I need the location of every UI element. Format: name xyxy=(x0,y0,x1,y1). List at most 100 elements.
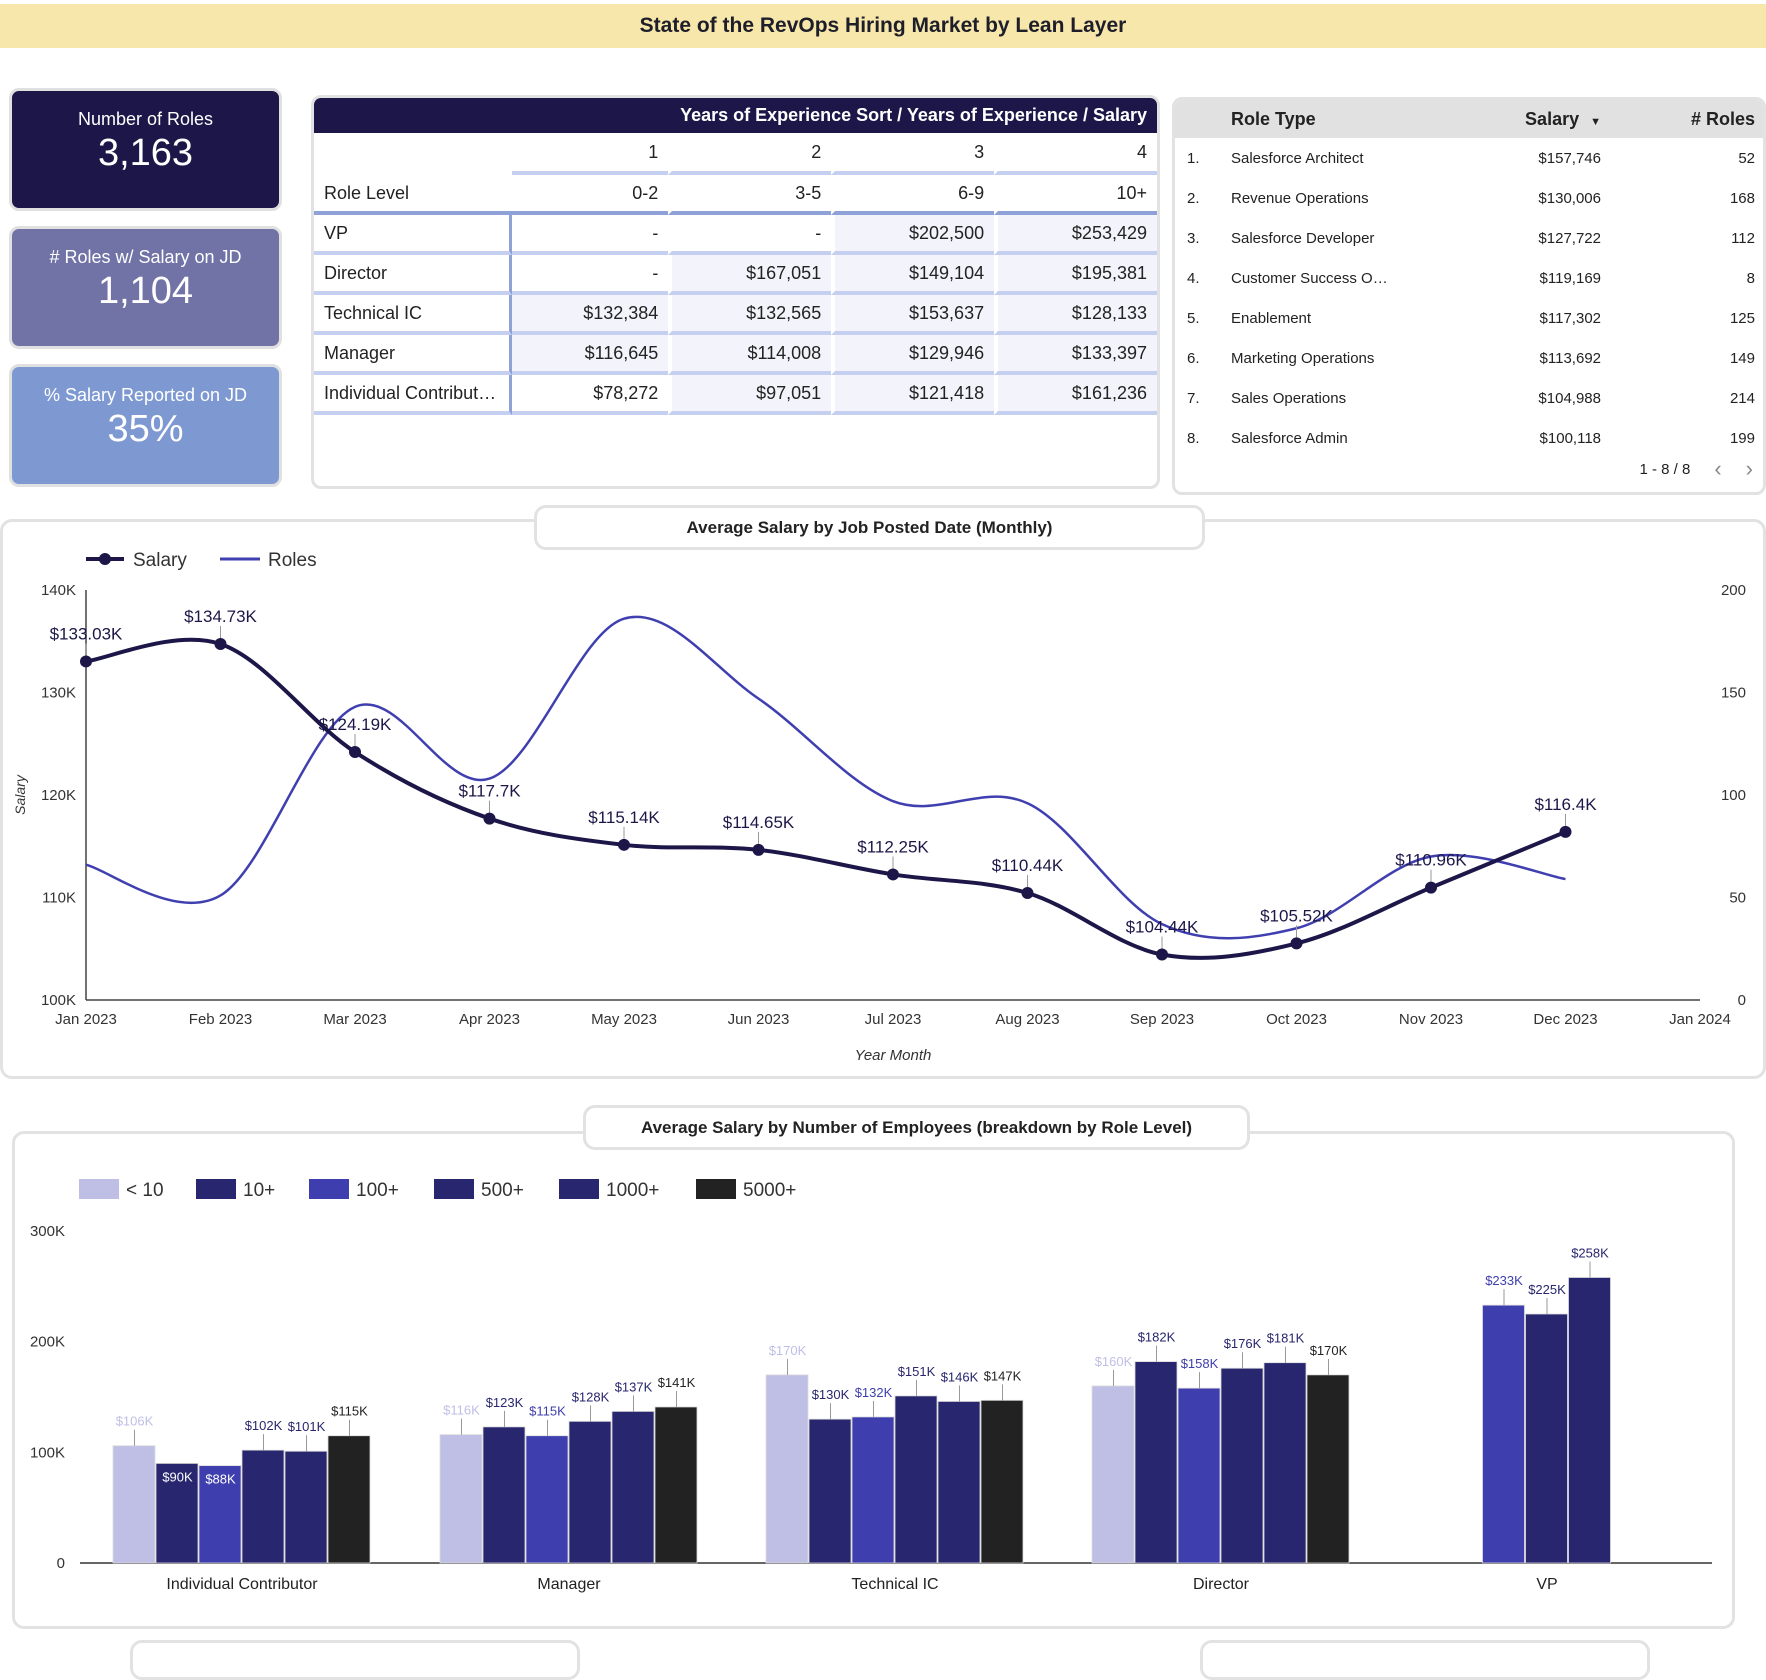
category-label: Manager xyxy=(537,1576,601,1593)
pivot-cell: $121,418 xyxy=(831,375,995,415)
y2-tick-label: 150 xyxy=(1721,685,1746,702)
salary-point xyxy=(1290,937,1303,950)
x-axis-title: Year Month xyxy=(855,1047,932,1064)
role-table-row[interactable]: 7. Sales Operations $104,988 214 xyxy=(1175,378,1763,418)
role-type: Marketing Operations xyxy=(1231,349,1375,367)
column-header-salary[interactable]: Salary ▼ xyxy=(1481,109,1601,130)
role-table-row[interactable]: 4. Customer Success O… $119,169 8 xyxy=(1175,258,1763,298)
bar xyxy=(112,1445,156,1564)
bar-data-label: $115K xyxy=(331,1404,368,1419)
row-number: 7. xyxy=(1187,389,1200,407)
row-number: 3. xyxy=(1187,229,1200,247)
pivot-cell: $132,384 xyxy=(512,295,669,335)
bar-chart-title: Average Salary by Number of Employees (b… xyxy=(583,1105,1250,1150)
kpi-roles-with-salary: # Roles w/ Salary on JD 1,104 xyxy=(9,226,282,349)
bar-data-label: $141K xyxy=(658,1375,696,1390)
legend-label: 500+ xyxy=(481,1180,524,1201)
category-label: Technical IC xyxy=(851,1576,938,1593)
pivot-cell: $132,565 xyxy=(668,295,832,335)
role-table-row[interactable]: 8. Salesforce Admin $100,118 199 xyxy=(1175,418,1763,458)
salary-point xyxy=(887,868,899,881)
pivot-cell: - xyxy=(668,215,832,255)
salary-line xyxy=(85,637,1567,960)
bar-data-label: $88K xyxy=(205,1472,236,1487)
salary-by-month-panel xyxy=(0,519,1766,1079)
bar xyxy=(482,1426,526,1564)
salary-data-label: $134.73K xyxy=(184,607,257,626)
x-tick-label: Mar 2023 xyxy=(323,1011,386,1028)
role-count: 52 xyxy=(1738,149,1755,167)
bar-data-label: $233K xyxy=(1485,1273,1523,1288)
kpi-label: % Salary Reported on JD xyxy=(43,385,248,405)
salary-point xyxy=(1559,825,1572,838)
x-tick-label: Nov 2023 xyxy=(1399,1011,1463,1028)
legend-salary-marker xyxy=(99,553,111,565)
role-salary: $113,692 xyxy=(1539,349,1601,367)
role-count: 112 xyxy=(1731,229,1755,247)
bar-data-label: $182K xyxy=(1138,1330,1176,1345)
y-tick-label: 120K xyxy=(41,787,76,804)
role-count: 149 xyxy=(1729,349,1755,367)
bar-data-label: $151K xyxy=(898,1364,936,1379)
role-table-row[interactable]: 3. Salesforce Developer $127,722 112 xyxy=(1175,218,1763,258)
role-salary: $100,118 xyxy=(1539,429,1601,447)
bar xyxy=(1525,1313,1568,1564)
row-number: 4. xyxy=(1187,269,1200,287)
bar xyxy=(1177,1387,1221,1564)
bar xyxy=(851,1416,895,1564)
role-type-table: Role Type Salary ▼ # Roles 1. Salesforce … xyxy=(1172,97,1766,495)
pivot-cell: $195,381 xyxy=(994,255,1157,295)
bar-data-label: $170K xyxy=(769,1343,807,1358)
role-table-row[interactable]: 2. Revenue Operations $130,006 168 xyxy=(1175,178,1763,218)
role-count: 168 xyxy=(1729,189,1755,207)
salary-data-label: $110.96K xyxy=(1395,851,1467,870)
legend-swatch xyxy=(79,1179,119,1199)
y-tick-label: 100K xyxy=(30,1444,65,1461)
legend-label: 1000+ xyxy=(606,1180,659,1201)
salary-point xyxy=(752,843,765,856)
y2-tick-label: 0 xyxy=(1738,992,1746,1009)
column-header-role-type[interactable]: Role Type xyxy=(1231,108,1316,129)
role-table-row[interactable]: 1. Salesforce Architect $157,746 52 xyxy=(1175,138,1763,178)
salary-data-label: $115.14K xyxy=(588,808,660,827)
x-tick-label: Jun 2023 xyxy=(728,1011,790,1028)
chevron-left-icon[interactable]: ‹ xyxy=(1714,456,1722,481)
column-header-roles[interactable]: # Roles xyxy=(1690,108,1755,129)
role-table-row[interactable]: 5. Enablement $117,302 125 xyxy=(1175,298,1763,338)
legend-label: 10+ xyxy=(243,1180,275,1201)
dashboard-title: State of the RevOps Hiring Market by Lea… xyxy=(639,14,1127,37)
bar xyxy=(241,1449,285,1564)
bar xyxy=(568,1420,612,1564)
bar-data-label: $147K xyxy=(984,1368,1022,1383)
bar-data-label: $158K xyxy=(1181,1356,1219,1371)
bar-chart-title-text: Average Salary by Number of Employees (b… xyxy=(640,1117,1193,1137)
y-tick-label: 200K xyxy=(30,1334,65,1351)
pivot-sort-value: 4 xyxy=(994,133,1157,175)
role-table-row[interactable]: 6. Marketing Operations $113,692 149 xyxy=(1175,338,1763,378)
bar-data-label: $146K xyxy=(941,1369,979,1384)
legend-swatch xyxy=(696,1179,736,1199)
y-tick-label: 300K xyxy=(30,1223,65,1240)
bar xyxy=(439,1434,483,1564)
chevron-right-icon[interactable]: › xyxy=(1745,456,1753,481)
legend-swatch xyxy=(309,1179,349,1199)
bar-data-label: $116K xyxy=(443,1403,480,1418)
pivot-row: Director - $167,051 $149,104 $195,381 xyxy=(314,255,1157,295)
y-axis-title: Salary xyxy=(12,774,28,815)
pivot-row-label: Director xyxy=(314,255,512,295)
salary-point xyxy=(349,746,361,759)
x-tick-label: Jan 2023 xyxy=(55,1011,117,1028)
kpi-label: # Roles w/ Salary on JD xyxy=(49,247,242,267)
pivot-sort-value: 1 xyxy=(512,133,669,175)
bar xyxy=(284,1450,328,1564)
salary-data-label: $124.19K xyxy=(319,715,392,734)
column-header-salary-label: Salary xyxy=(1525,108,1580,129)
bar xyxy=(765,1374,809,1564)
bar-data-label: $130K xyxy=(812,1387,850,1402)
salary-point xyxy=(1425,881,1437,894)
role-type: Revenue Operations xyxy=(1231,189,1369,207)
pivot-cell: $167,051 xyxy=(668,255,832,295)
salary-point xyxy=(618,838,630,851)
pagination: 1 - 8 / 8 ‹ › xyxy=(1639,456,1753,482)
bar xyxy=(1220,1367,1264,1564)
